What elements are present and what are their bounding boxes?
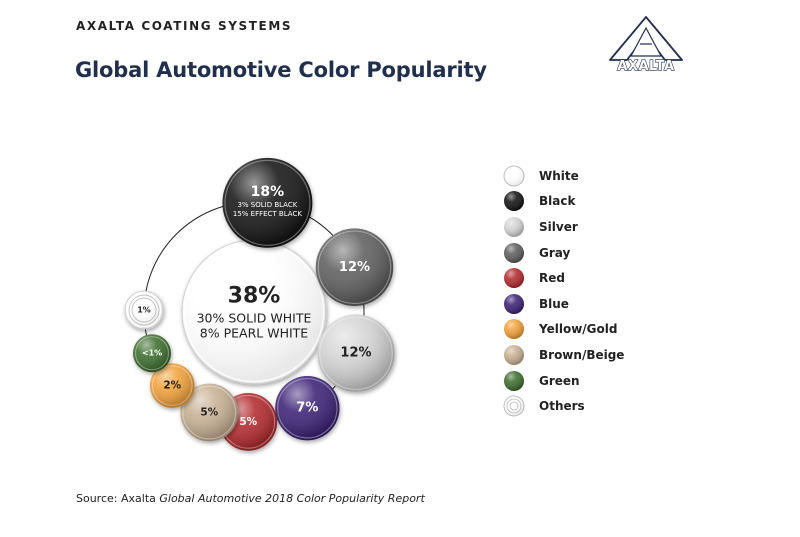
legend-item: White <box>503 163 624 189</box>
legend-item: Silver <box>503 214 624 240</box>
legend-label: Gray <box>539 245 571 260</box>
value-label: 12% <box>340 346 371 361</box>
legend-item: Yellow/Gold <box>503 317 624 343</box>
axalta-logo: AXALTA <box>606 14 686 75</box>
bubble-gloss <box>275 376 340 441</box>
legend-label: Yellow/Gold <box>539 322 618 337</box>
source-title: Global Automotive 2018 Color Popularity … <box>159 492 425 505</box>
value-label: 18% <box>251 184 285 200</box>
bubble-rim <box>224 159 311 246</box>
value-label: <1% <box>142 349 162 358</box>
legend-swatch-icon <box>504 293 524 314</box>
legend-swatch-icon <box>504 242 524 263</box>
bubble-gloss <box>222 157 313 248</box>
legend-label: Brown/Beige <box>539 347 625 362</box>
legend-label: Silver <box>539 219 578 234</box>
bubble-silver: 12% <box>317 314 395 392</box>
detail-label: 15% EFFECT BLACK <box>233 210 302 218</box>
legend-swatch-icon <box>504 344 524 365</box>
bubble-yellow-gold: 2% <box>149 363 195 408</box>
bubble-inner-ring <box>128 294 160 326</box>
bubble-brown-beige: 5% <box>180 383 239 442</box>
bubble-rim <box>182 385 237 440</box>
source-note: Source: Axalta Global Automotive 2018 Co… <box>76 492 425 505</box>
bubble-inner-ring <box>131 297 157 323</box>
legend-label: Red <box>539 271 565 286</box>
value-label: 38% <box>228 284 281 309</box>
bubble-rim <box>317 230 392 305</box>
source-prefix: Source: Axalta <box>76 492 160 505</box>
detail-label: 8% PEARL WHITE <box>200 326 308 341</box>
legend-item: Black <box>503 189 624 215</box>
detail-label: 3% SOLID BLACK <box>237 201 297 209</box>
bubble-rim <box>126 292 162 328</box>
legend-label: White <box>539 168 579 183</box>
value-label: 2% <box>163 380 181 392</box>
legend-item: Brown/Beige <box>503 342 624 368</box>
bubble-gloss <box>125 291 164 330</box>
logo-wordmark: AXALTA <box>617 58 675 74</box>
bubble-rim <box>319 316 393 391</box>
bubble-green: <1% <box>133 334 172 373</box>
bubble-rim <box>277 377 338 439</box>
value-label: 5% <box>200 406 218 418</box>
legend-swatch-icon <box>504 268 524 289</box>
legend-item: Others <box>503 393 624 419</box>
legend-item: Blue <box>503 291 624 317</box>
brand-name: AXALTA COATING SYSTEMS <box>76 19 293 33</box>
bubble-gloss <box>317 314 395 392</box>
legend: White Black Silver Gray Red Blue Yellow/Gold Br… <box>503 163 624 419</box>
bubble-blue: 7% <box>275 376 340 441</box>
value-label: 7% <box>296 401 318 416</box>
bubble-gloss <box>133 334 172 373</box>
bubble-gloss <box>182 240 326 384</box>
legend-swatch-icon <box>504 319 524 340</box>
bubble-gloss <box>180 383 239 442</box>
legend-swatch-icon <box>504 191 524 212</box>
legend-swatch-icon <box>504 216 524 237</box>
legend-label: Blue <box>539 296 569 311</box>
value-label: 12% <box>339 260 370 275</box>
bubble-rim <box>151 365 193 407</box>
legend-swatch-icon <box>503 165 525 187</box>
bubble-others: 1% <box>124 290 164 330</box>
bubble-gloss <box>315 228 394 306</box>
value-label: 1% <box>137 306 151 315</box>
bubble-gloss <box>149 363 195 408</box>
bubble-gray: 12% <box>315 228 394 306</box>
legend-item: Green <box>503 368 624 394</box>
value-label: 5% <box>239 416 257 428</box>
detail-label: 30% SOLID WHITE <box>197 311 312 326</box>
legend-label: Black <box>539 194 576 209</box>
legend-item: Gray <box>503 240 624 266</box>
chart-title: Global Automotive Color Popularity <box>75 58 487 82</box>
axalta-logo-icon <box>609 16 683 61</box>
legend-label: Others <box>539 399 585 414</box>
legend-label: Green <box>539 373 580 388</box>
legend-swatch-icon <box>503 395 525 417</box>
bubble-rim <box>134 336 170 371</box>
legend-item: Red <box>503 265 624 291</box>
legend-swatch-icon <box>504 370 524 391</box>
